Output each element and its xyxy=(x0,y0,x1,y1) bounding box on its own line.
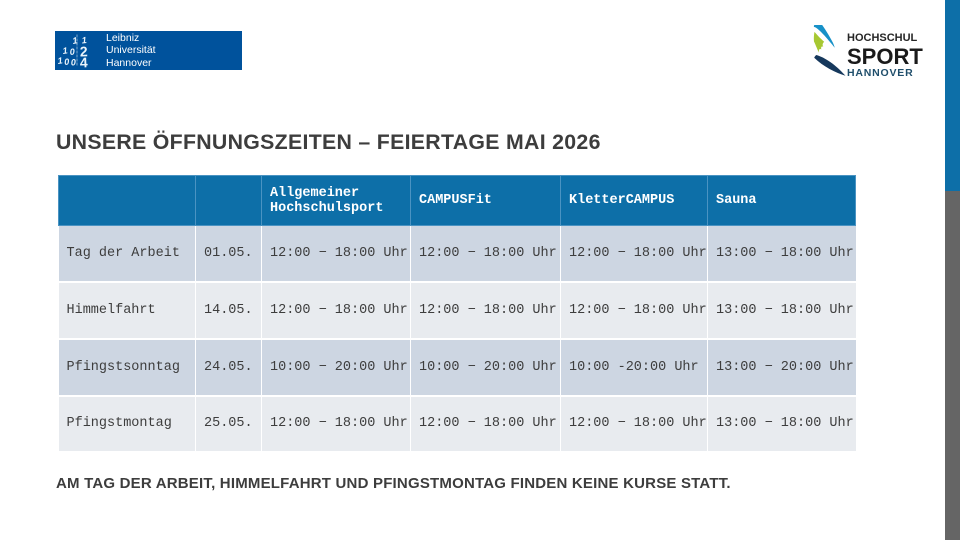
svg-text:HOCHSCHUL: HOCHSCHUL xyxy=(847,32,918,44)
svg-text:HANNOVER: HANNOVER xyxy=(847,67,914,79)
svg-text:SPORT: SPORT xyxy=(847,44,923,69)
